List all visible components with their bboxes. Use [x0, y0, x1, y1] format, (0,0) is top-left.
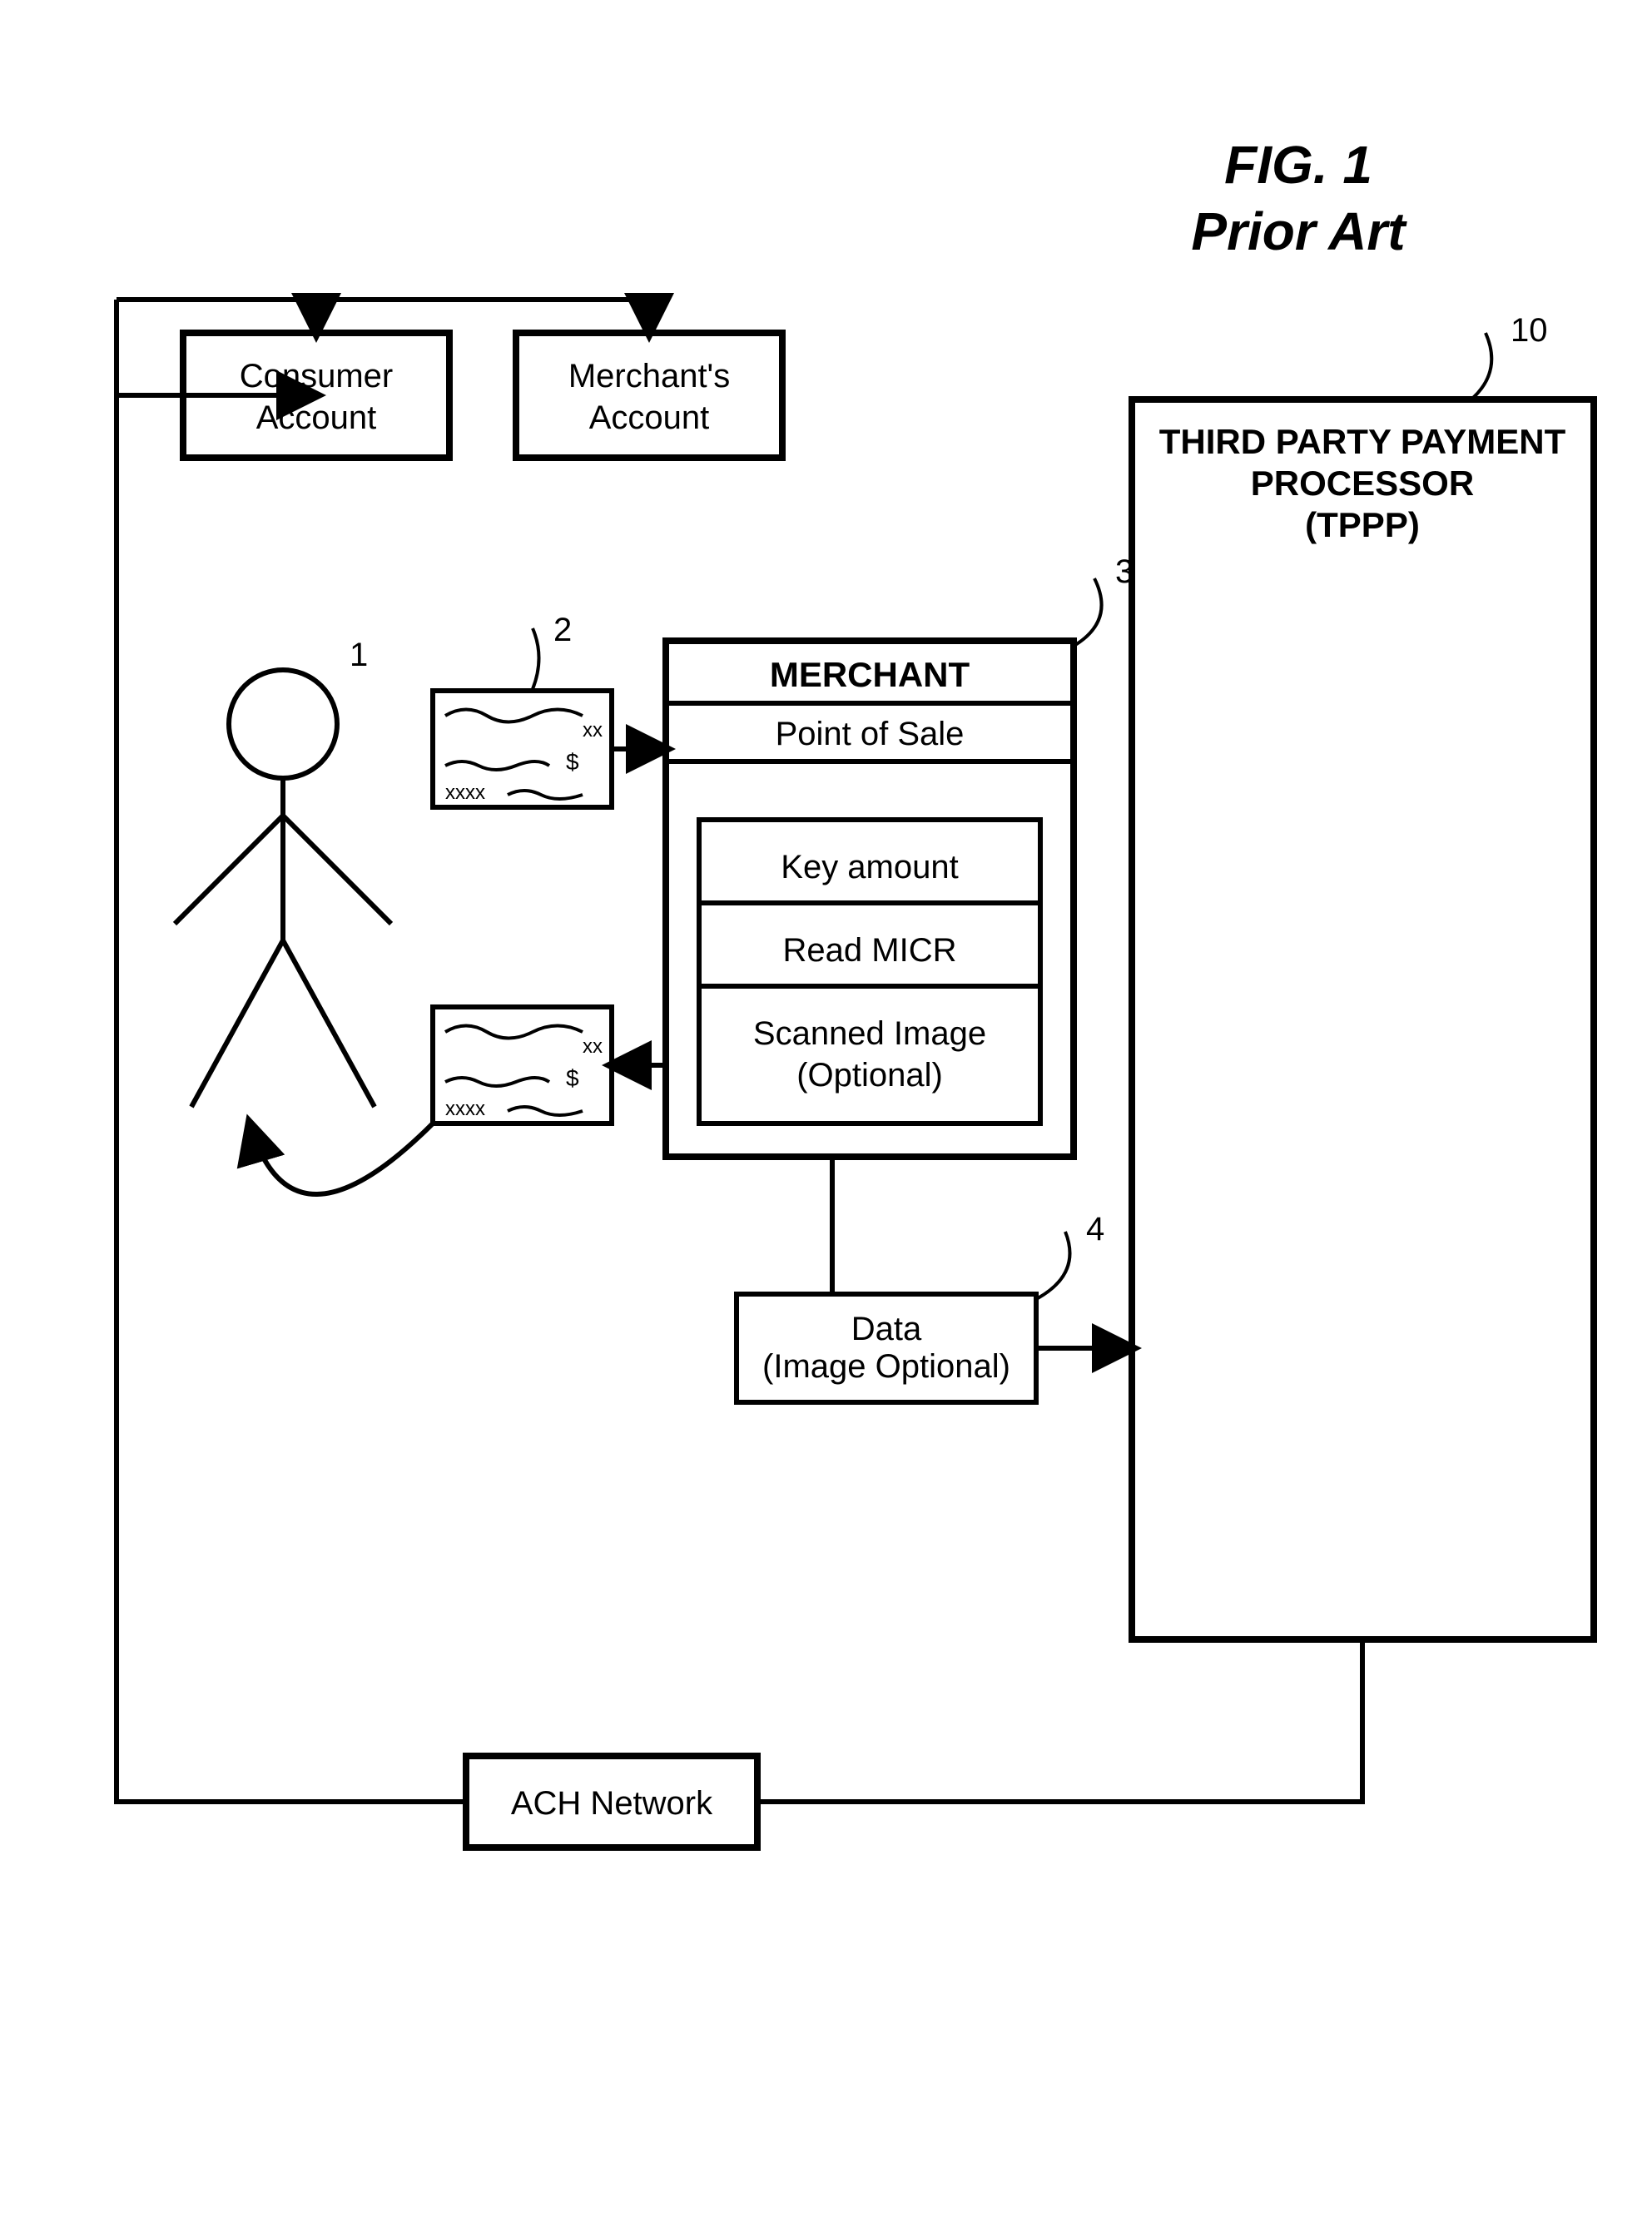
merchant-box: MERCHANT Point of Sale Key amount Read M…	[666, 641, 1074, 1157]
line-tppp-to-ach	[757, 1639, 1362, 1802]
data-label-1: Data	[851, 1311, 922, 1347]
tppp-line2: PROCESSOR	[1251, 464, 1474, 503]
ref-3-leader	[1075, 578, 1102, 645]
diagram-svg: FIG. 1 Prior Art Consumer Account Mercha…	[0, 0, 1652, 2217]
check-upper: xx $ xxxx	[433, 691, 612, 807]
check-lower-xx: xx	[583, 1035, 603, 1058]
merchant-account-box: Merchant's Account	[516, 333, 782, 458]
merchant-title: MERCHANT	[770, 655, 970, 694]
ach-box: ACH Network	[466, 1756, 757, 1848]
figure-title-1: FIG. 1	[1224, 135, 1372, 195]
ach-label: ACH Network	[511, 1785, 713, 1822]
check-lower: xx $ xxxx	[433, 1007, 612, 1123]
line-ach-to-accounts	[117, 395, 466, 1802]
merchant-account-label-2: Account	[589, 399, 710, 436]
ref-4: 4	[1086, 1211, 1104, 1247]
ref-1: 1	[350, 637, 368, 673]
merchant-key-amount: Key amount	[781, 849, 958, 885]
ref-2: 2	[553, 612, 572, 648]
check-upper-xxxx: xxxx	[445, 781, 485, 804]
data-box: Data (Image Optional)	[737, 1294, 1036, 1402]
tppp-line1: THIRD PARTY PAYMENT	[1159, 422, 1566, 461]
merchant-scanned-2: (Optional)	[796, 1057, 943, 1094]
merchant-pos: Point of Sale	[776, 716, 965, 752]
check-upper-dollar: $	[566, 749, 579, 775]
merchant-read-micr: Read MICR	[783, 932, 957, 969]
merchant-account-label-1: Merchant's	[568, 358, 730, 394]
ref-10: 10	[1511, 312, 1548, 349]
check-lower-xxxx: xxxx	[445, 1098, 485, 1120]
check-lower-dollar: $	[566, 1065, 579, 1091]
ref-10-leader	[1473, 333, 1491, 398]
arrow-check-to-consumer	[250, 1123, 433, 1194]
consumer-account-label-2: Account	[256, 399, 377, 436]
ref-4-leader	[1038, 1232, 1069, 1298]
data-label-2: (Image Optional)	[762, 1348, 1010, 1385]
tppp-box: THIRD PARTY PAYMENT PROCESSOR (TPPP)	[1132, 399, 1594, 1639]
check-upper-xx: xx	[583, 719, 603, 741]
tppp-line3: (TPPP)	[1305, 505, 1420, 544]
ref-2-leader	[533, 628, 539, 689]
consumer-icon	[175, 670, 391, 1107]
figure-title-2: Prior Art	[1191, 201, 1407, 261]
merchant-scanned-1: Scanned Image	[753, 1015, 986, 1052]
consumer-account-label-1: Consumer	[240, 358, 394, 394]
